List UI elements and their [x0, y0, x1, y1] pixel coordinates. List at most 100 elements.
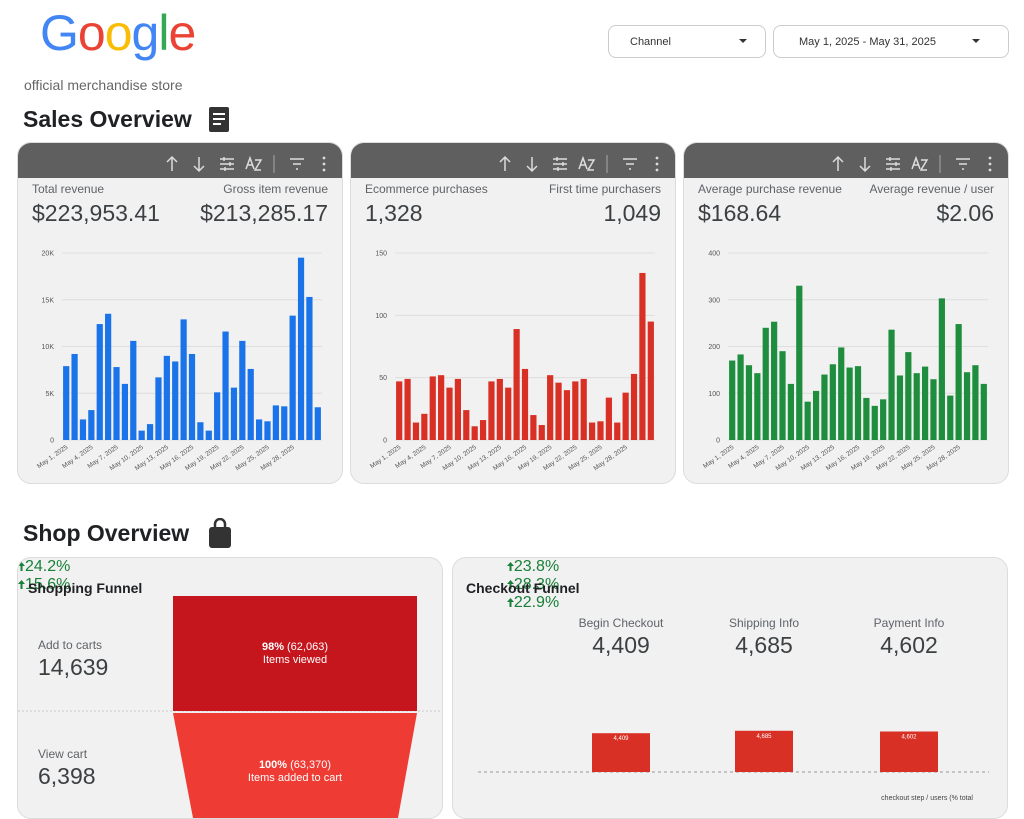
toolbar	[832, 155, 992, 173]
bar	[563, 390, 571, 440]
bar	[281, 406, 288, 440]
bar	[846, 367, 853, 440]
stage-percent: 98% (62,063)	[262, 641, 328, 653]
delta: 24.2%	[18, 558, 442, 576]
bar	[771, 321, 778, 440]
toolbar	[499, 155, 659, 173]
data-label: 4,685	[756, 734, 772, 740]
arrow	[506, 598, 514, 607]
metric-label: Shipping Info	[728, 616, 800, 630]
bar	[605, 397, 612, 440]
section-title: Shop Overview	[23, 520, 190, 546]
subtitle: official merchandise store	[24, 77, 183, 93]
bar	[530, 415, 537, 440]
metric-value: 6,398	[38, 763, 96, 789]
bar	[289, 315, 296, 440]
sort-down-icon	[526, 157, 538, 173]
bar	[488, 381, 495, 440]
bar	[880, 731, 938, 772]
bar	[96, 324, 103, 440]
data-label: 4,409	[613, 736, 629, 742]
delta-value: 28.3%	[513, 576, 560, 593]
az-icon	[911, 155, 929, 171]
count: (62,063)	[287, 641, 328, 653]
shopping-funnel-card: Shopping Funnel 98% (62,063) Items viewed 10…	[17, 557, 443, 819]
channel-filter[interactable]: Channel	[608, 25, 766, 58]
bar	[745, 365, 753, 440]
bar	[854, 366, 862, 440]
percent: 98%	[262, 641, 284, 653]
data-label: 4,602	[901, 735, 917, 741]
bar	[479, 420, 487, 440]
bar	[255, 419, 263, 440]
menu-dot	[988, 162, 992, 166]
bar	[580, 378, 587, 440]
metric-value: 4,602	[880, 632, 938, 658]
arrow	[506, 562, 514, 571]
bar	[513, 329, 520, 440]
dropdown-icon	[972, 39, 980, 43]
menu-dot	[322, 156, 326, 160]
card-toolbar	[684, 143, 1008, 178]
sort-down-icon	[859, 157, 871, 173]
bar	[804, 401, 811, 440]
az-icon	[578, 155, 596, 171]
menu-dot	[322, 168, 326, 172]
bar	[812, 390, 820, 440]
bar	[921, 366, 929, 440]
bar	[547, 375, 554, 440]
trend-icon	[506, 580, 514, 589]
y-tick-label: 0	[383, 438, 387, 445]
metric-label: Begin Checkout	[578, 616, 664, 630]
metric-card: Average purchase revenue$168.64-3.1%Aver…	[683, 142, 1009, 484]
adjust-icon	[220, 157, 234, 171]
receipt-icon	[209, 107, 229, 132]
bar	[146, 424, 154, 440]
stage-percent: 100% (63,370)	[259, 759, 331, 771]
delta: 22.9%	[453, 594, 613, 612]
menu-dot	[988, 156, 992, 160]
delta-value: 24.2%	[25, 558, 71, 575]
metric-value: 4,685	[735, 632, 793, 658]
y-tick-label: 0	[50, 438, 54, 445]
axis-label: checkout step / users (% total	[881, 795, 973, 802]
delta: 28.3%	[453, 576, 613, 594]
bar	[888, 329, 895, 440]
metric-value: $223,953.41	[32, 200, 160, 226]
bar	[222, 331, 229, 440]
delta-value: 15.6%	[25, 576, 71, 593]
bar	[205, 430, 212, 440]
bar	[138, 430, 145, 440]
bar	[913, 373, 920, 440]
toolbar	[166, 155, 326, 173]
arrow	[18, 562, 25, 571]
bar	[247, 368, 254, 440]
trend-icon	[18, 562, 25, 571]
y-tick-label: 10K	[42, 344, 55, 351]
y-tick-label: 300	[708, 297, 720, 304]
bag-icon	[209, 518, 231, 548]
bar	[314, 407, 321, 440]
metric-label: Payment Info	[873, 616, 945, 630]
y-tick-label: 50	[379, 375, 387, 382]
card-title: Shopping Funnel	[28, 580, 143, 596]
date-filter[interactable]: May 1, 2025 - May 31, 2025	[773, 25, 1009, 58]
bar	[121, 383, 129, 440]
metric-value: $2.06	[936, 200, 994, 226]
y-tick-label: 15K	[42, 297, 55, 304]
az-icon	[245, 155, 263, 171]
bar	[155, 377, 162, 440]
metric-value: 4,409	[592, 632, 650, 658]
bar	[230, 387, 238, 440]
bar	[538, 425, 545, 440]
metric-card: Total revenue$223,953.4118.0%Gross item …	[17, 142, 343, 484]
bar	[272, 405, 279, 440]
checkout-funnel-card: Checkout Funnel Begin Checkout 4,409 23.8% S…	[452, 557, 1008, 819]
y-tick-label: 0	[716, 438, 720, 445]
funnel-stage	[173, 713, 417, 818]
bar	[88, 410, 95, 440]
bar	[592, 733, 650, 772]
bar	[471, 426, 478, 440]
